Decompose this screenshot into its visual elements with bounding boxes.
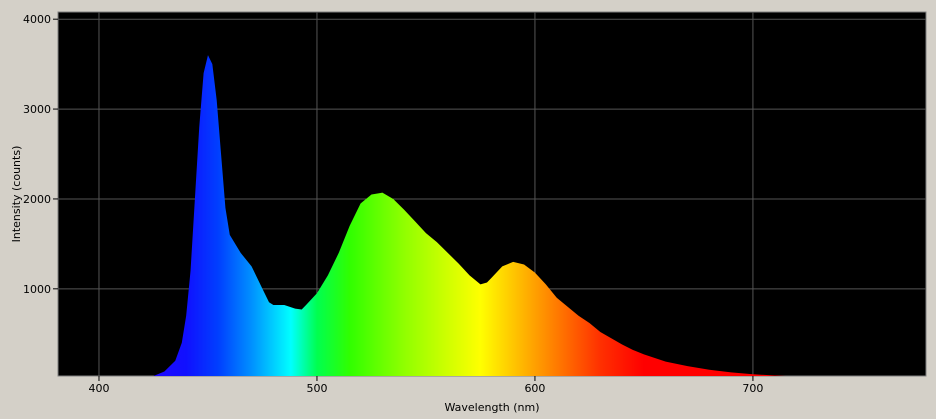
x-tick-label: 700 <box>742 382 763 395</box>
x-tick-label: 400 <box>88 382 109 395</box>
y-axis-label: Intensity (counts) <box>10 146 23 243</box>
plot <box>153 55 786 376</box>
y-tick-label: 1000 <box>23 283 51 296</box>
x-axis-label: Wavelength (nm) <box>444 401 539 414</box>
x-tick-label: 500 <box>306 382 327 395</box>
y-tick-label: 2000 <box>23 193 51 206</box>
y-tick-label: 4000 <box>23 13 51 26</box>
x-tick-label: 600 <box>524 382 545 395</box>
y-tick-label: 3000 <box>23 103 51 116</box>
axes: 1000 2000 3000 4000 400 500 600 700 <box>23 13 763 395</box>
spectrum-area <box>153 55 786 376</box>
